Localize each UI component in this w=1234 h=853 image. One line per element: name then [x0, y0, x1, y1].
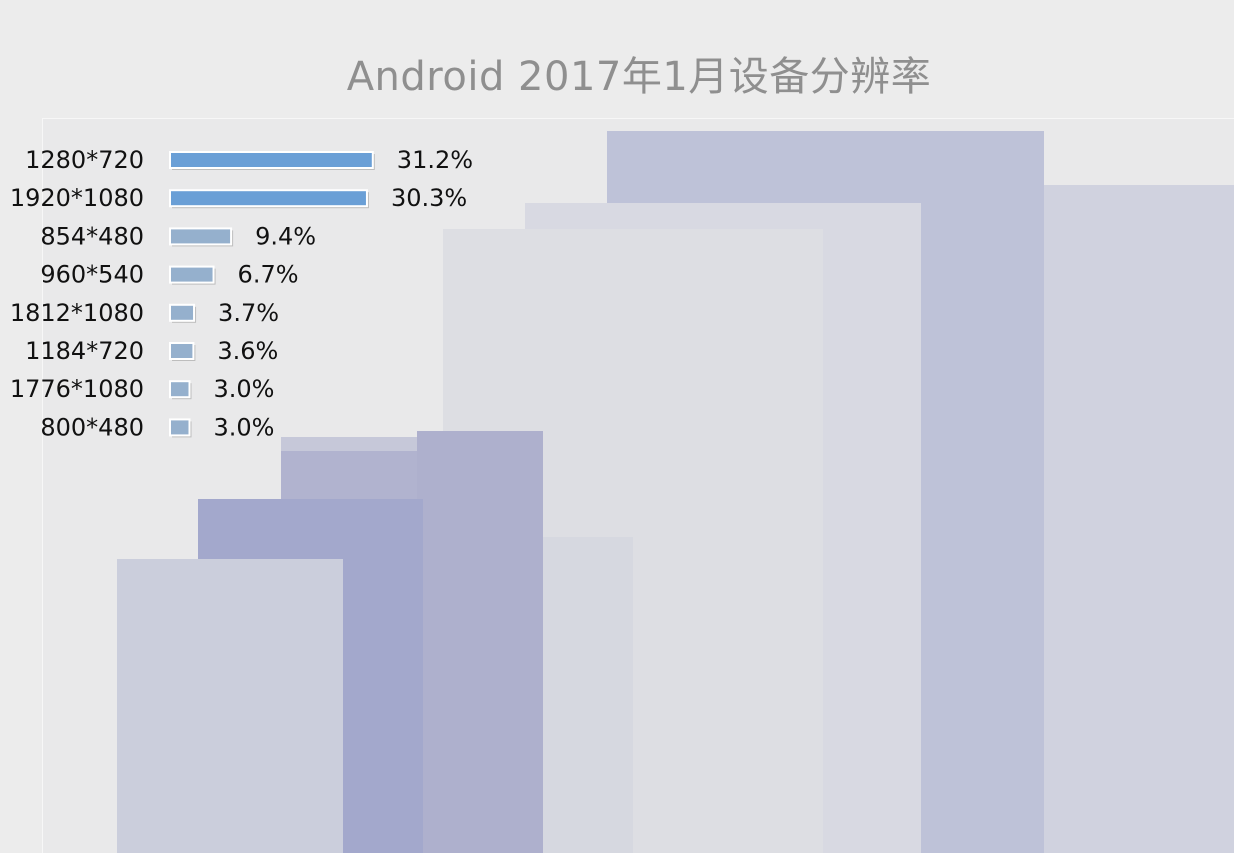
- bar: [169, 227, 233, 246]
- category-label: 1920*1080: [10, 184, 144, 212]
- chart-title: Android 2017年1月设备分辨率: [346, 54, 932, 100]
- background-block: [281, 437, 447, 451]
- value-label: 31.2%: [397, 146, 473, 174]
- category-label: 960*540: [40, 261, 144, 289]
- category-label: 1776*1080: [10, 375, 144, 403]
- value-label: 3.0%: [214, 375, 275, 403]
- bar: [169, 265, 215, 284]
- category-label: 854*480: [40, 222, 144, 250]
- value-label: 30.3%: [391, 184, 467, 212]
- value-label: 3.0%: [214, 413, 275, 441]
- category-label: 1280*720: [25, 146, 144, 174]
- value-label: 6.7%: [238, 261, 299, 289]
- category-label: 1184*720: [25, 337, 144, 365]
- background-block: [543, 537, 633, 853]
- bar: [169, 342, 195, 360]
- category-label: 1812*1080: [10, 299, 144, 327]
- background-block: [417, 431, 543, 853]
- value-label: 3.6%: [217, 337, 278, 365]
- category-label: 800*480: [40, 413, 144, 441]
- value-label: 3.7%: [218, 299, 279, 327]
- plot-area: [42, 118, 1234, 853]
- value-label: 9.4%: [255, 222, 316, 250]
- bar: [169, 418, 191, 437]
- bar: [169, 189, 368, 208]
- background-block: [921, 305, 1044, 853]
- bar: [169, 303, 196, 322]
- background-block: [117, 559, 343, 853]
- bar: [169, 151, 374, 169]
- background-block: [1044, 185, 1234, 853]
- bar: [169, 380, 191, 399]
